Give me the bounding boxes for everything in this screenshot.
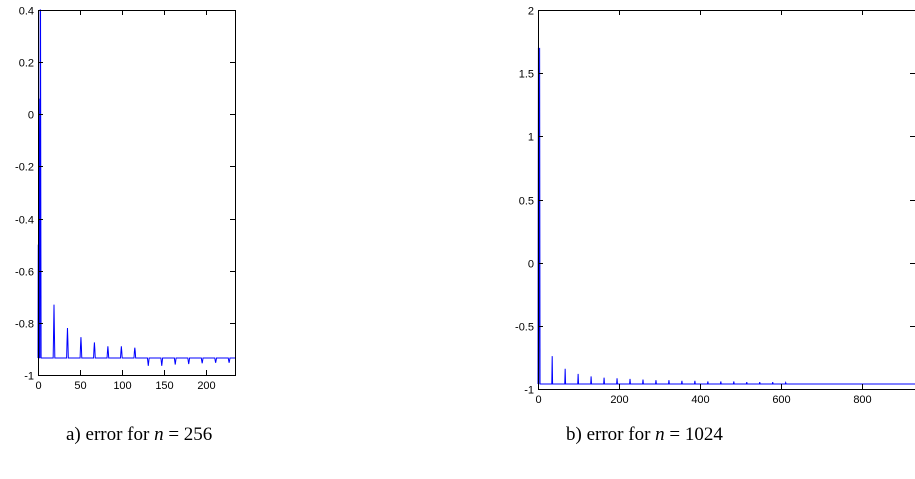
chart-b-xtick-label: 0 <box>535 394 541 406</box>
caption-a: a) error for n = 256 <box>66 424 212 446</box>
chart-b-xtick-label: 600 <box>772 394 790 406</box>
chart-a-xtick-label: 200 <box>197 380 215 392</box>
caption-a-variable: n <box>154 424 164 445</box>
chart-a-ytick-label: -0.4 <box>15 215 34 227</box>
chart-b-ytick-label: 0 <box>528 259 534 271</box>
chart-a: 0 50 100 150 200 -1 -0.8 -0.6 -0.4 -0.2 0 0.2 0.4 <box>15 6 236 392</box>
chart-a-xtick-label: 50 <box>74 380 86 392</box>
chart-a-ytick-label: 0.4 <box>19 6 34 18</box>
chart-b-xtick-label: 400 <box>691 394 709 406</box>
chart-a-ytick-label: -1 <box>24 371 34 383</box>
chart-a-ytick-label: -0.8 <box>15 319 34 331</box>
chart-b-series-line <box>537 47 915 385</box>
caption-b-variable: n <box>655 424 665 445</box>
caption-a-prefix: a) error for <box>66 424 155 445</box>
chart-b-xtick-label: 800 <box>853 394 871 406</box>
chart-a-ytick-label: -0.2 <box>15 162 34 174</box>
chart-a-xtick-label: 100 <box>113 380 131 392</box>
caption-b: b) error for n = 1024 <box>566 424 723 446</box>
chart-b-ytick-label: 2 <box>528 6 534 18</box>
chart-b-ytick-label: 1.5 <box>519 69 534 81</box>
chart-b-axes-box <box>538 10 915 390</box>
chart-b-ytick-label: -0.5 <box>515 322 534 334</box>
chart-b: 0 200 400 600 800 -1 -0.5 0 0.5 1 1.5 2 <box>515 6 915 406</box>
chart-a-ytick-label: 0 <box>28 110 34 122</box>
chart-a-xtick-label: 0 <box>35 380 41 392</box>
chart-a-ytick-label: -0.6 <box>15 267 34 279</box>
chart-a-xtick-label: 150 <box>155 380 173 392</box>
chart-a-series-line <box>37 9 235 366</box>
chart-b-ytick-label: -1 <box>524 385 534 397</box>
chart-b-xtick-label: 200 <box>610 394 628 406</box>
caption-b-prefix: b) error for <box>566 424 656 445</box>
chart-a-ytick-label: 0.2 <box>19 58 34 70</box>
chart-b-ytick-label: 0.5 <box>519 196 534 208</box>
chart-b-ytick-label: 1 <box>528 132 534 144</box>
chart-a-axes-box <box>38 10 236 376</box>
caption-a-suffix: = 256 <box>163 424 213 445</box>
caption-b-suffix: = 1024 <box>664 424 723 445</box>
